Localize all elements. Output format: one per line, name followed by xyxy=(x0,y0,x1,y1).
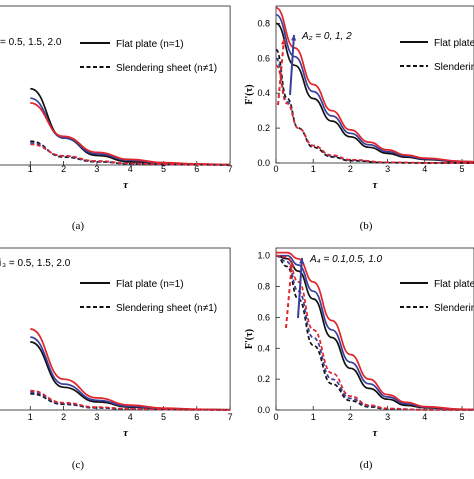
y-axis-label: F'(τ) xyxy=(244,329,255,349)
series-line-red-solid xyxy=(276,251,474,411)
parameter-arrow-solid xyxy=(289,34,295,96)
series-line-black-solid xyxy=(30,341,231,411)
panel-b: 0 1 2 3 4 5 0.0 0.2 0.4 0.6 0.8 τ F'(τ) (b) A₂ = 0, 1,… xyxy=(244,5,474,232)
annotation-prefix: i xyxy=(0,258,1,269)
y-tick-label: 0.6 xyxy=(257,53,270,63)
x-tick-label: 2 xyxy=(348,164,353,174)
panel-d: 0 1 2 3 4 5 0.0 0.2 0.4 0.6 0.8 1.0 τ F'(τ) (d) A₄ = 0.… xyxy=(244,247,474,471)
x-axis-label: τ xyxy=(123,427,129,439)
y-tick-label: 0.6 xyxy=(257,312,270,322)
x-axis-label: τ xyxy=(123,179,129,191)
legend-label: Slendering sheet (n≠1) xyxy=(116,63,217,74)
x-tick-label: 0 xyxy=(273,412,278,422)
x-tick-label: 7 xyxy=(228,164,233,174)
x-tick-label: 2 xyxy=(61,164,66,174)
annotation-label: ₃ = 0.5, 1.5, 2.0 xyxy=(2,258,71,269)
x-tick-label: 6 xyxy=(194,164,199,174)
x-axis-label: τ xyxy=(373,427,379,439)
y-tick-label: 0.4 xyxy=(257,343,270,353)
panel-a: 1 2 3 4 5 6 7 τ (a) = 0.5, 1.5, 2.0 Flat plate (n=… xyxy=(0,5,233,232)
legend-label: Flat plate (n=1) xyxy=(116,39,184,50)
legend-label: Flat plate (n=1) xyxy=(434,38,474,49)
series-line-red-solid xyxy=(275,6,474,163)
plot-frame xyxy=(0,5,231,166)
x-tick-label: 4 xyxy=(128,412,133,422)
x-tick-label: 1 xyxy=(311,164,316,174)
x-tick-label: 1 xyxy=(311,412,316,422)
legend-label: Slendering sheet xyxy=(434,62,474,73)
panel-caption: (c) xyxy=(72,459,85,471)
series-line-blue-solid xyxy=(30,97,231,166)
y-axis-label: F'(τ) xyxy=(244,84,255,104)
y-tick-label: 0.2 xyxy=(257,374,270,384)
x-tick-label: 1 xyxy=(28,412,33,422)
y-tick-label: 0.0 xyxy=(257,158,270,168)
x-tick-label: 3 xyxy=(94,164,99,174)
series-line-red-dashed xyxy=(275,254,474,411)
y-tick-label: 0.8 xyxy=(257,282,270,292)
parameter-arrow-dashed xyxy=(285,261,293,329)
y-tick-label: 0.2 xyxy=(257,123,270,133)
legend-label: Slendering xyxy=(434,303,474,314)
x-axis-label: τ xyxy=(373,179,379,191)
x-tick-label: 4 xyxy=(422,412,427,422)
parameter-arrow-dashed-head xyxy=(280,39,287,45)
annotation-label: = 0.5, 1.5, 2.0 xyxy=(0,37,62,48)
panel-caption: (a) xyxy=(72,220,85,232)
x-tick-label: 3 xyxy=(385,412,390,422)
x-tick-label: 3 xyxy=(385,164,390,174)
panel-caption: (d) xyxy=(360,459,373,471)
series-line-red-dashed xyxy=(30,389,231,411)
legend-label: Flat plate (n=1) xyxy=(116,279,184,290)
plot-frame xyxy=(0,247,231,411)
series-line-red-dashed xyxy=(30,143,231,166)
x-tick-label: 3 xyxy=(94,412,99,422)
series-line-blue-solid xyxy=(30,336,231,411)
x-tick-label: 5 xyxy=(459,164,464,174)
y-tick-label: 1.0 xyxy=(257,251,270,261)
x-tick-label: 5 xyxy=(161,412,166,422)
y-tick-label: 0.4 xyxy=(257,88,270,98)
panel-caption: (b) xyxy=(360,220,373,232)
x-tick-label: 7 xyxy=(228,412,233,422)
x-tick-label: 2 xyxy=(348,412,353,422)
x-tick-label: 6 xyxy=(194,412,199,422)
legend-label: Slendering sheet (n≠1) xyxy=(116,303,217,314)
x-tick-label: 0 xyxy=(273,164,278,174)
series-line-black-solid xyxy=(30,87,231,166)
annotation-label: A₂ = 0, 1, 2 xyxy=(301,31,352,42)
series-line-red-dashed xyxy=(275,64,474,164)
plot-frame xyxy=(275,5,474,164)
x-tick-label: 4 xyxy=(422,164,427,174)
x-tick-label: 5 xyxy=(161,164,166,174)
y-tick-label: 0.8 xyxy=(257,18,270,28)
parameter-arrow-solid xyxy=(297,257,303,319)
panel-c: 1 2 3 4 5 6 7 τ (c) i ₃ = 0.5, 1.5, 2.0 Flat plate … xyxy=(0,247,233,471)
x-tick-label: 5 xyxy=(459,412,464,422)
x-tick-label: 4 xyxy=(128,164,133,174)
x-tick-label: 2 xyxy=(61,412,66,422)
annotation-label: A₄ = 0.1,0.5, 1.0 xyxy=(309,254,383,265)
plot-frame xyxy=(275,247,474,411)
parameter-arrow-solid-head xyxy=(291,35,297,41)
parameter-arrow-dashed-head xyxy=(288,262,295,268)
parameter-arrow-solid-head xyxy=(299,258,305,264)
legend-label: Flat plate (n=1) xyxy=(434,279,474,290)
y-tick-label: 0.0 xyxy=(257,405,270,415)
x-tick-label: 1 xyxy=(28,164,33,174)
series-line-black-dashed xyxy=(275,48,474,164)
series-line-red-solid xyxy=(30,328,231,411)
